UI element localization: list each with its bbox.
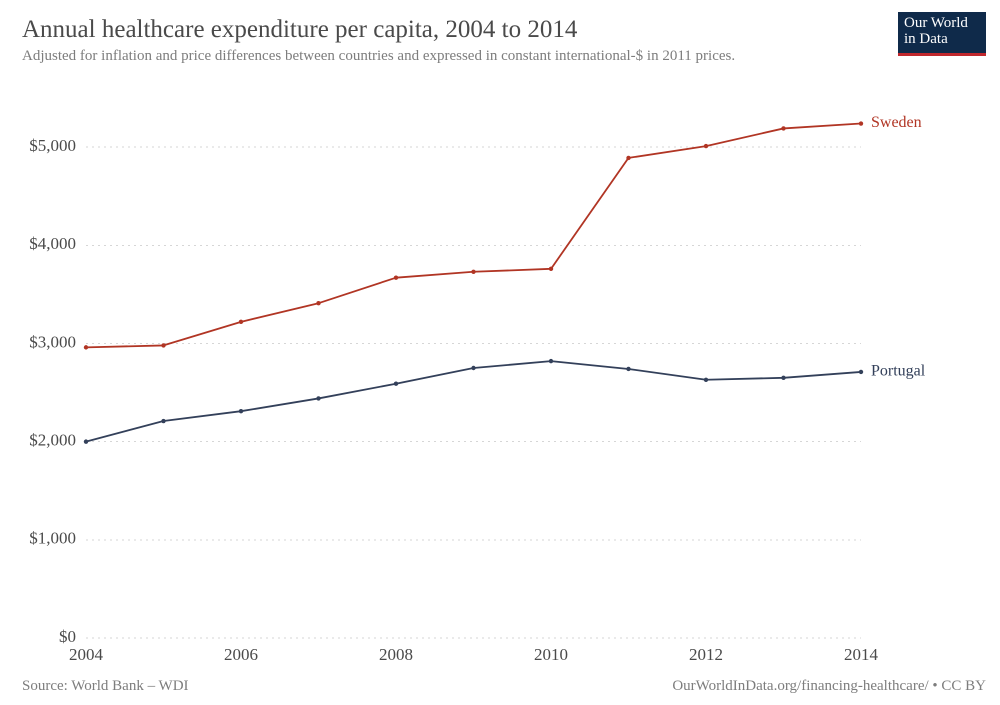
chart-area: $0 $1,000 $2,000 $3,000 $4,000 $5,000 2004 2006… [0, 86, 1000, 666]
data-point [549, 359, 553, 363]
series-label: Portugal [871, 363, 926, 380]
x-tick-label: 2010 [534, 645, 568, 664]
data-point [239, 409, 243, 413]
data-point [704, 144, 708, 148]
y-tick-label: $4,000 [29, 234, 76, 253]
data-point [781, 126, 785, 130]
data-point [626, 367, 630, 371]
y-tick-label: $1,000 [29, 529, 76, 548]
series-line [86, 361, 861, 442]
data-point [859, 370, 863, 374]
data-point [394, 275, 398, 279]
logo-line2: in Data [904, 31, 948, 47]
data-point [549, 267, 553, 271]
data-point [161, 343, 165, 347]
y-tick-label: $2,000 [29, 431, 76, 450]
header: Our World in Data Annual healthcare expe… [0, 0, 1000, 73]
series-line [86, 124, 861, 348]
data-point [859, 121, 863, 125]
data-point [239, 320, 243, 324]
owid-logo: Our World in Data [898, 12, 986, 56]
series-label: Sweden [871, 114, 922, 131]
data-point [316, 301, 320, 305]
data-point [316, 396, 320, 400]
chart-container: Our World in Data Annual healthcare expe… [0, 0, 1000, 705]
page-title: Annual healthcare expenditure per capita… [22, 14, 978, 45]
data-point [471, 366, 475, 370]
page-subtitle: Adjusted for inflation and price differe… [22, 47, 978, 67]
y-tick-label: $3,000 [29, 332, 76, 351]
data-point [704, 378, 708, 382]
x-tick-label: 2012 [689, 645, 723, 664]
logo-line1: Our World [904, 15, 968, 31]
y-tick-label: $5,000 [29, 136, 76, 155]
y-tick-label: $0 [59, 627, 76, 646]
x-tick-label: 2014 [844, 645, 879, 664]
credit-label: OurWorldInData.org/financing-healthcare/… [672, 678, 986, 695]
footer: Source: World Bank – WDI OurWorldInData.… [22, 678, 986, 695]
data-point [626, 156, 630, 160]
data-point [471, 270, 475, 274]
line-chart-svg: $0 $1,000 $2,000 $3,000 $4,000 $5,000 2004 2006… [0, 86, 1000, 666]
data-point [84, 439, 88, 443]
data-point [781, 376, 785, 380]
data-point [84, 345, 88, 349]
data-point [161, 419, 165, 423]
x-tick-label: 2008 [379, 645, 413, 664]
x-tick-label: 2006 [224, 645, 258, 664]
x-tick-label: 2004 [69, 645, 104, 664]
source-label: Source: World Bank – WDI [22, 678, 189, 695]
data-point [394, 382, 398, 386]
